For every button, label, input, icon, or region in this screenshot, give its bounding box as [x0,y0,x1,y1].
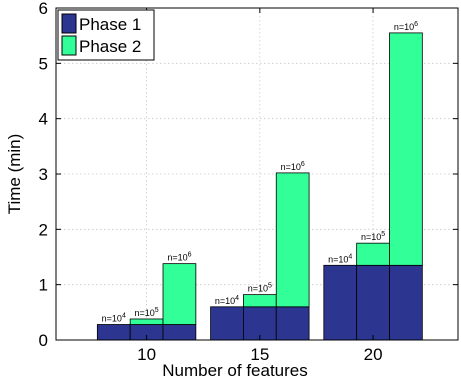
y-tick-label: 6 [39,0,48,18]
y-tick-label: 5 [39,54,48,73]
bar-phase-2 [275,172,310,308]
bar-phase-1 [162,324,197,341]
legend-label-phase-2: Phase 2 [79,37,141,56]
bar-labels: n=104 n=105 n=106 n=104 n=105 n=106 n=104 n=105… [102,21,418,324]
bars [96,32,423,341]
x-tick-label: 20 [364,345,383,364]
x-axis-label: Number of features [162,361,308,380]
bar-phase-1 [356,264,390,341]
bar-sample-size-label: n=106 [394,21,418,32]
bar-sample-size-label: n=106 [167,252,191,263]
bar-phase-2 [389,32,423,266]
bar-phase-2 [243,294,277,308]
y-tick-label: 2 [39,220,48,239]
bar-phase-2 [162,263,197,325]
bar-phase-1 [210,306,244,341]
bar-sample-size-label: n=105 [361,231,385,242]
bar-phase-1 [389,264,423,341]
legend-label-phase-1: Phase 1 [79,15,141,34]
x-tick-label: 10 [137,345,156,364]
y-tick-label: 4 [39,110,48,129]
legend-swatch-phase-1 [61,13,77,34]
legend-swatch-phase-2 [61,35,77,56]
bar-sample-size-label: n=105 [134,307,158,318]
y-tick-label: 3 [39,165,48,184]
bar-phase-1 [323,264,358,341]
y-tick-label: 1 [39,276,48,295]
bar-phase-1 [275,306,310,341]
y-tick-label: 0 [39,331,48,350]
legend: Phase 1 Phase 2 [57,9,155,61]
x-tick-label: 15 [250,345,269,364]
axis-ticks: 0 1 2 3 4 5 6 10 15 20 [39,0,458,364]
bar-sample-size-label: n=104 [215,295,239,306]
bar-sample-size-label: n=106 [281,161,305,172]
bar-sample-size-label: n=104 [328,253,352,264]
bar-sample-size-label: n=105 [248,283,272,294]
y-axis-label: Time (min) [5,134,24,215]
bar-phase-1 [96,324,131,341]
bar-sample-size-label: n=104 [102,313,126,324]
bar-phase-2 [356,242,390,266]
bar-phase-2 [129,318,164,325]
